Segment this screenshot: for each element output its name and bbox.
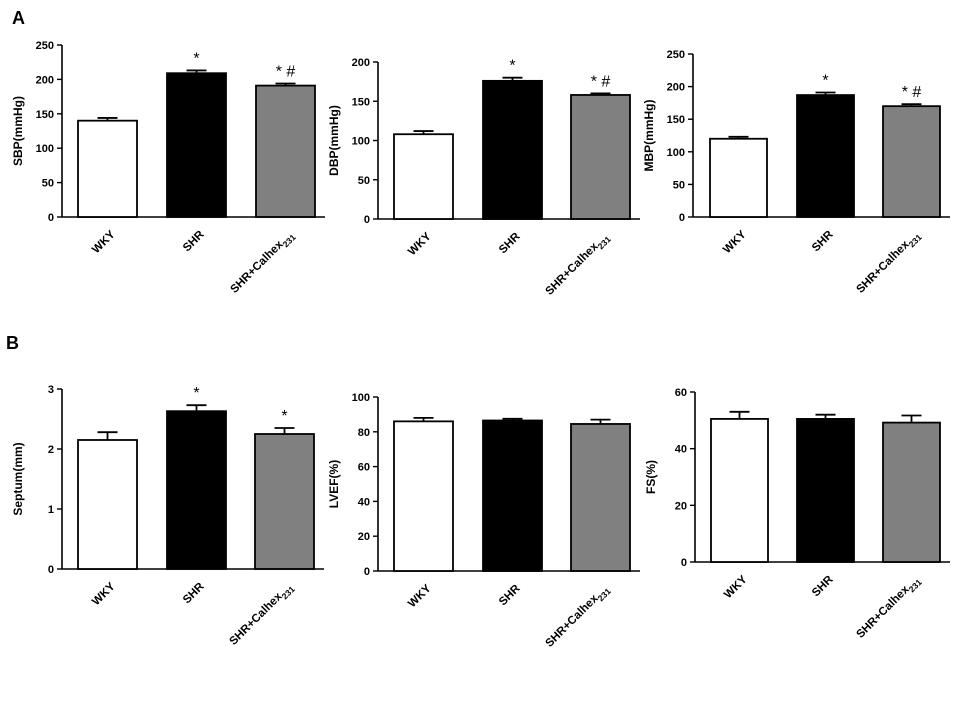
bar — [254, 433, 315, 570]
y-tick-label: 0 — [364, 214, 370, 226]
y-tick-label: 100 — [352, 392, 370, 404]
x-tick-label: WKY — [406, 582, 434, 610]
significance-label: * — [822, 72, 828, 89]
x-tick-label: SHR+Calhex231 — [855, 228, 924, 297]
bar — [882, 105, 941, 218]
x-tick-label: SHR — [810, 228, 836, 254]
bar — [77, 119, 138, 218]
x-tick-label: WKY — [721, 228, 749, 256]
x-tick-label: SHR+Calhex231 — [544, 582, 613, 651]
y-tick-label: 200 — [667, 82, 685, 94]
bar — [166, 410, 227, 570]
significance-label: * # — [902, 84, 922, 101]
y-tick-label: 250 — [36, 40, 54, 52]
y-tick-label: 150 — [36, 109, 54, 121]
bar — [570, 94, 631, 220]
bar — [255, 84, 316, 218]
y-tick-label: 100 — [667, 147, 685, 159]
x-tick-label: WKY — [90, 228, 118, 256]
x-tick-label: SHR — [181, 228, 207, 254]
x-tick-label: WKY — [406, 230, 434, 258]
bar — [570, 423, 631, 572]
y-axis-label: FS(%) — [644, 460, 658, 494]
chart-6: 0 20 40 60 FS(%) WKY SHR SHR+Calhex231 — [644, 387, 950, 642]
x-tick-label: SHR — [497, 582, 523, 608]
bar — [393, 420, 454, 572]
y-tick-label: 0 — [679, 212, 685, 224]
y-tick-label: 0 — [364, 566, 370, 578]
y-tick-label: 100 — [352, 136, 370, 148]
x-tick-label: SHR+Calhex231 — [228, 580, 297, 649]
y-tick-label: 50 — [358, 175, 370, 187]
y-tick-label: 200 — [36, 74, 54, 86]
y-axis-label: LVEF(%) — [327, 460, 341, 508]
chart-4: 0 1 2 3 Septum(mm) WKY * SHR * SHR+Calhex231 — [11, 384, 324, 649]
y-tick-label: 150 — [667, 114, 685, 126]
y-tick-label: 1 — [48, 504, 54, 516]
y-tick-label: 150 — [352, 96, 370, 108]
y-tick-label: 200 — [352, 57, 370, 69]
bar — [710, 418, 769, 563]
y-tick-label: 100 — [36, 143, 54, 155]
y-tick-label: 80 — [358, 427, 370, 439]
bar — [796, 418, 855, 563]
x-tick-label: WKY — [90, 580, 118, 608]
y-axis-label: Septum(mm) — [11, 442, 25, 515]
y-tick-label: 50 — [673, 179, 685, 191]
significance-label: * — [281, 408, 287, 425]
significance-label: * — [509, 58, 515, 75]
bar — [482, 79, 543, 220]
y-tick-label: 250 — [667, 49, 685, 61]
bar — [166, 72, 227, 218]
y-axis-label: MBP(mmHg) — [642, 100, 656, 172]
x-tick-label: SHR+Calhex231 — [544, 230, 613, 299]
y-tick-label: 2 — [48, 444, 54, 456]
significance-label: * — [193, 385, 199, 402]
x-tick-label: SHR+Calhex231 — [855, 573, 924, 642]
y-tick-label: 40 — [358, 496, 370, 508]
bar — [709, 137, 768, 218]
significance-label: * — [193, 50, 199, 67]
y-tick-label: 0 — [681, 557, 687, 569]
chart-3: 0 50 100 150 200 250 MBP(mmHg) WKY * SHR * # SHR+Ca… — [642, 49, 950, 297]
bar — [882, 421, 941, 563]
panel-label-a: A — [12, 8, 25, 28]
x-tick-label: SHR — [181, 580, 207, 606]
x-tick-label: SHR — [497, 230, 523, 256]
y-axis-label: SBP(mmHg) — [11, 96, 25, 166]
y-tick-label: 60 — [358, 462, 370, 474]
panel-label-b: B — [6, 333, 19, 353]
bar — [77, 439, 138, 570]
x-tick-label: SHR+Calhex231 — [229, 228, 298, 297]
bar — [796, 94, 855, 218]
y-tick-label: 3 — [48, 384, 54, 396]
bar — [482, 419, 543, 572]
x-tick-label: WKY — [722, 573, 750, 601]
y-tick-label: 50 — [42, 178, 54, 190]
chart-5: 0 20 40 60 80 100 LVEF(%) WKY SHR SHR+Calhex231 — [327, 392, 640, 651]
y-tick-label: 40 — [675, 444, 687, 456]
y-tick-label: 60 — [675, 387, 687, 399]
significance-label: * # — [276, 64, 296, 81]
y-axis-label: DBP(mmHg) — [327, 105, 341, 176]
y-tick-label: 20 — [675, 500, 687, 512]
x-tick-label: SHR — [810, 573, 836, 599]
y-tick-label: 0 — [48, 212, 54, 224]
chart-1: 0 50 100 150 200 250 SBP(mmHg) WKY * SHR * # SHR+Ca… — [11, 40, 325, 297]
y-tick-label: 20 — [358, 531, 370, 543]
chart-2: 0 50 100 150 200 DBP(mmHg) WKY * SHR * # SHR+Calhe… — [327, 57, 640, 299]
significance-label: * # — [591, 73, 611, 90]
y-tick-label: 0 — [48, 564, 54, 576]
bar — [393, 133, 454, 220]
